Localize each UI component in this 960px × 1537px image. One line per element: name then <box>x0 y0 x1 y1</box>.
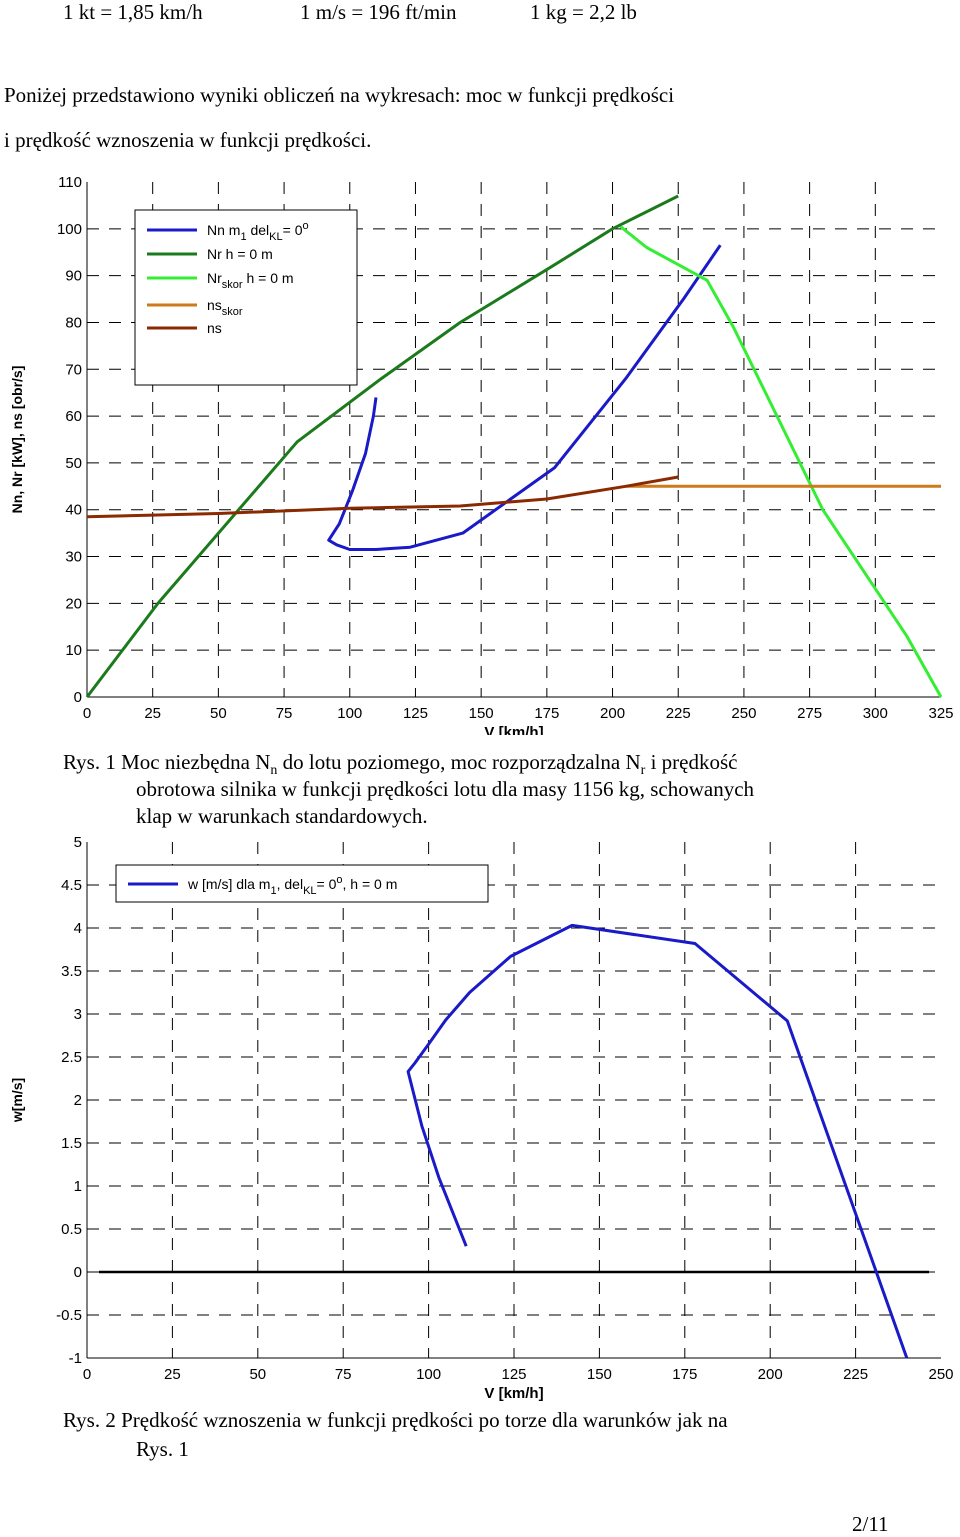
y-axis-label: Nn, Nr [kW], ns [obr/s] <box>9 366 25 514</box>
x-tick-label: 175 <box>672 1366 697 1383</box>
x-tick-label: 175 <box>534 705 559 722</box>
y-tick-label: 1.5 <box>61 1135 82 1152</box>
climb-rate-chart: 0 25 50 75 100 125 150 175 200 225 250-1-0.500.511… <box>9 834 954 1402</box>
x-tick-label: 50 <box>210 705 227 722</box>
legend-box <box>134 209 358 386</box>
y-tick-label: -1 <box>69 1350 82 1367</box>
conversion-kg: 1 kg = 2,2 lb <box>530 0 637 24</box>
y-tick-label: 90 <box>65 268 82 285</box>
series-line-ns <box>86 475 679 519</box>
x-tick-label: 75 <box>276 705 293 722</box>
x-tick-label: 250 <box>731 705 756 722</box>
x-tick-label: 150 <box>587 1366 612 1383</box>
y-tick-label: 4 <box>74 920 82 937</box>
x-tick-label: 100 <box>416 1366 441 1383</box>
page-number: 2/11 <box>852 1512 889 1536</box>
x-tick-label: 225 <box>843 1366 868 1383</box>
y-tick-label: 5 <box>74 834 82 851</box>
y-tick-label: 60 <box>65 408 82 425</box>
series-line-nr-skor <box>619 225 943 698</box>
x-tick-label: 100 <box>337 705 362 722</box>
y-tick-label: 100 <box>57 221 82 238</box>
y-tick-label: 1 <box>74 1178 82 1195</box>
y-tick-label: -0.5 <box>56 1307 82 1324</box>
x-tick-label: 225 <box>666 705 691 722</box>
conversion-kt: 1 kt = 1,85 km/h <box>63 0 203 24</box>
y-tick-label: 80 <box>65 314 82 331</box>
x-tick-label: 300 <box>863 705 888 722</box>
x-tick-label: 150 <box>469 705 494 722</box>
x-tick-label: 275 <box>797 705 822 722</box>
y-tick-label: 10 <box>65 642 82 659</box>
y-tick-label: 0 <box>74 689 82 706</box>
figure-1-caption-line-2: obrotowa silnika w funkcji prędkości lot… <box>136 777 755 801</box>
power-speed-chart: 0 25 50 75 100 125 150 175 200 225 250 275 300 325 0 10… <box>9 174 954 735</box>
x-tick-label: 0 <box>83 1366 91 1383</box>
legend-label: nsskor <box>207 297 243 318</box>
intro-line-1: Poniżej przedstawiono wyniki obliczeń na… <box>4 83 675 107</box>
x-tick-label: 25 <box>164 1366 181 1383</box>
x-tick-label: 25 <box>144 705 161 722</box>
x-tick-label: 200 <box>758 1366 783 1383</box>
y-tick-label: 3.5 <box>61 963 82 980</box>
intro-line-2: i prędkość wznoszenia w funkcji prędkośc… <box>4 128 372 152</box>
figure-2-caption-line-2: Rys. 1 <box>136 1437 189 1461</box>
y-tick-label: 2 <box>74 1092 82 1109</box>
figure-2-caption-line-1: Rys. 2 Prędkość wznoszenia w funkcji prę… <box>63 1408 728 1432</box>
series-line-nn <box>327 244 722 551</box>
legend-label: ns <box>207 320 222 336</box>
y-tick-label: 0.5 <box>61 1221 82 1238</box>
y-tick-label: 20 <box>65 595 82 612</box>
x-axis-label: V [km/h] <box>484 1385 543 1402</box>
y-tick-label: 30 <box>65 549 82 566</box>
y-axis-label: w[m/s] <box>9 1078 25 1123</box>
series-line-w <box>406 923 909 1359</box>
x-tick-label: 125 <box>501 1366 526 1383</box>
y-tick-label: 70 <box>65 361 82 378</box>
figure-1-caption-line-3: klap w warunkach standardowych. <box>136 804 428 828</box>
y-tick-label: 2.5 <box>61 1049 82 1066</box>
legend-label: Nrskor h = 0 m <box>207 270 294 291</box>
y-tick-label: 50 <box>65 455 82 472</box>
unit-conversions: 1 kt = 1,85 km/h 1 m/s = 196 ft/min 1 kg… <box>0 0 960 24</box>
x-tick-label: 200 <box>600 705 625 722</box>
x-axis-label: V [km/h] <box>484 724 543 735</box>
x-tick-label: 325 <box>928 705 953 722</box>
legend-label: Nr h = 0 m <box>207 246 273 262</box>
y-tick-label: 110 <box>58 174 82 191</box>
y-tick-label: 40 <box>65 502 82 519</box>
legend-label: Nn m1 delKL= 0o <box>207 220 309 243</box>
x-tick-label: 125 <box>403 705 428 722</box>
series-line-nr <box>85 194 679 698</box>
figure-1-caption-line-1: Rys. 1 Moc niezbędna Nn do lotu poziomeg… <box>63 750 738 779</box>
conversion-ms: 1 m/s = 196 ft/min <box>300 0 457 24</box>
x-tick-label: 0 <box>83 705 91 722</box>
x-tick-label: 50 <box>249 1366 266 1383</box>
x-tick-label: 75 <box>335 1366 352 1383</box>
y-tick-label: 4.5 <box>61 877 82 894</box>
y-tick-label: 0 <box>74 1264 82 1281</box>
x-tick-label: 250 <box>928 1366 953 1383</box>
legend-label: w [m/s] dla m1, delKL= 0o, h = 0 m <box>187 874 397 897</box>
y-tick-label: 3 <box>74 1006 82 1023</box>
